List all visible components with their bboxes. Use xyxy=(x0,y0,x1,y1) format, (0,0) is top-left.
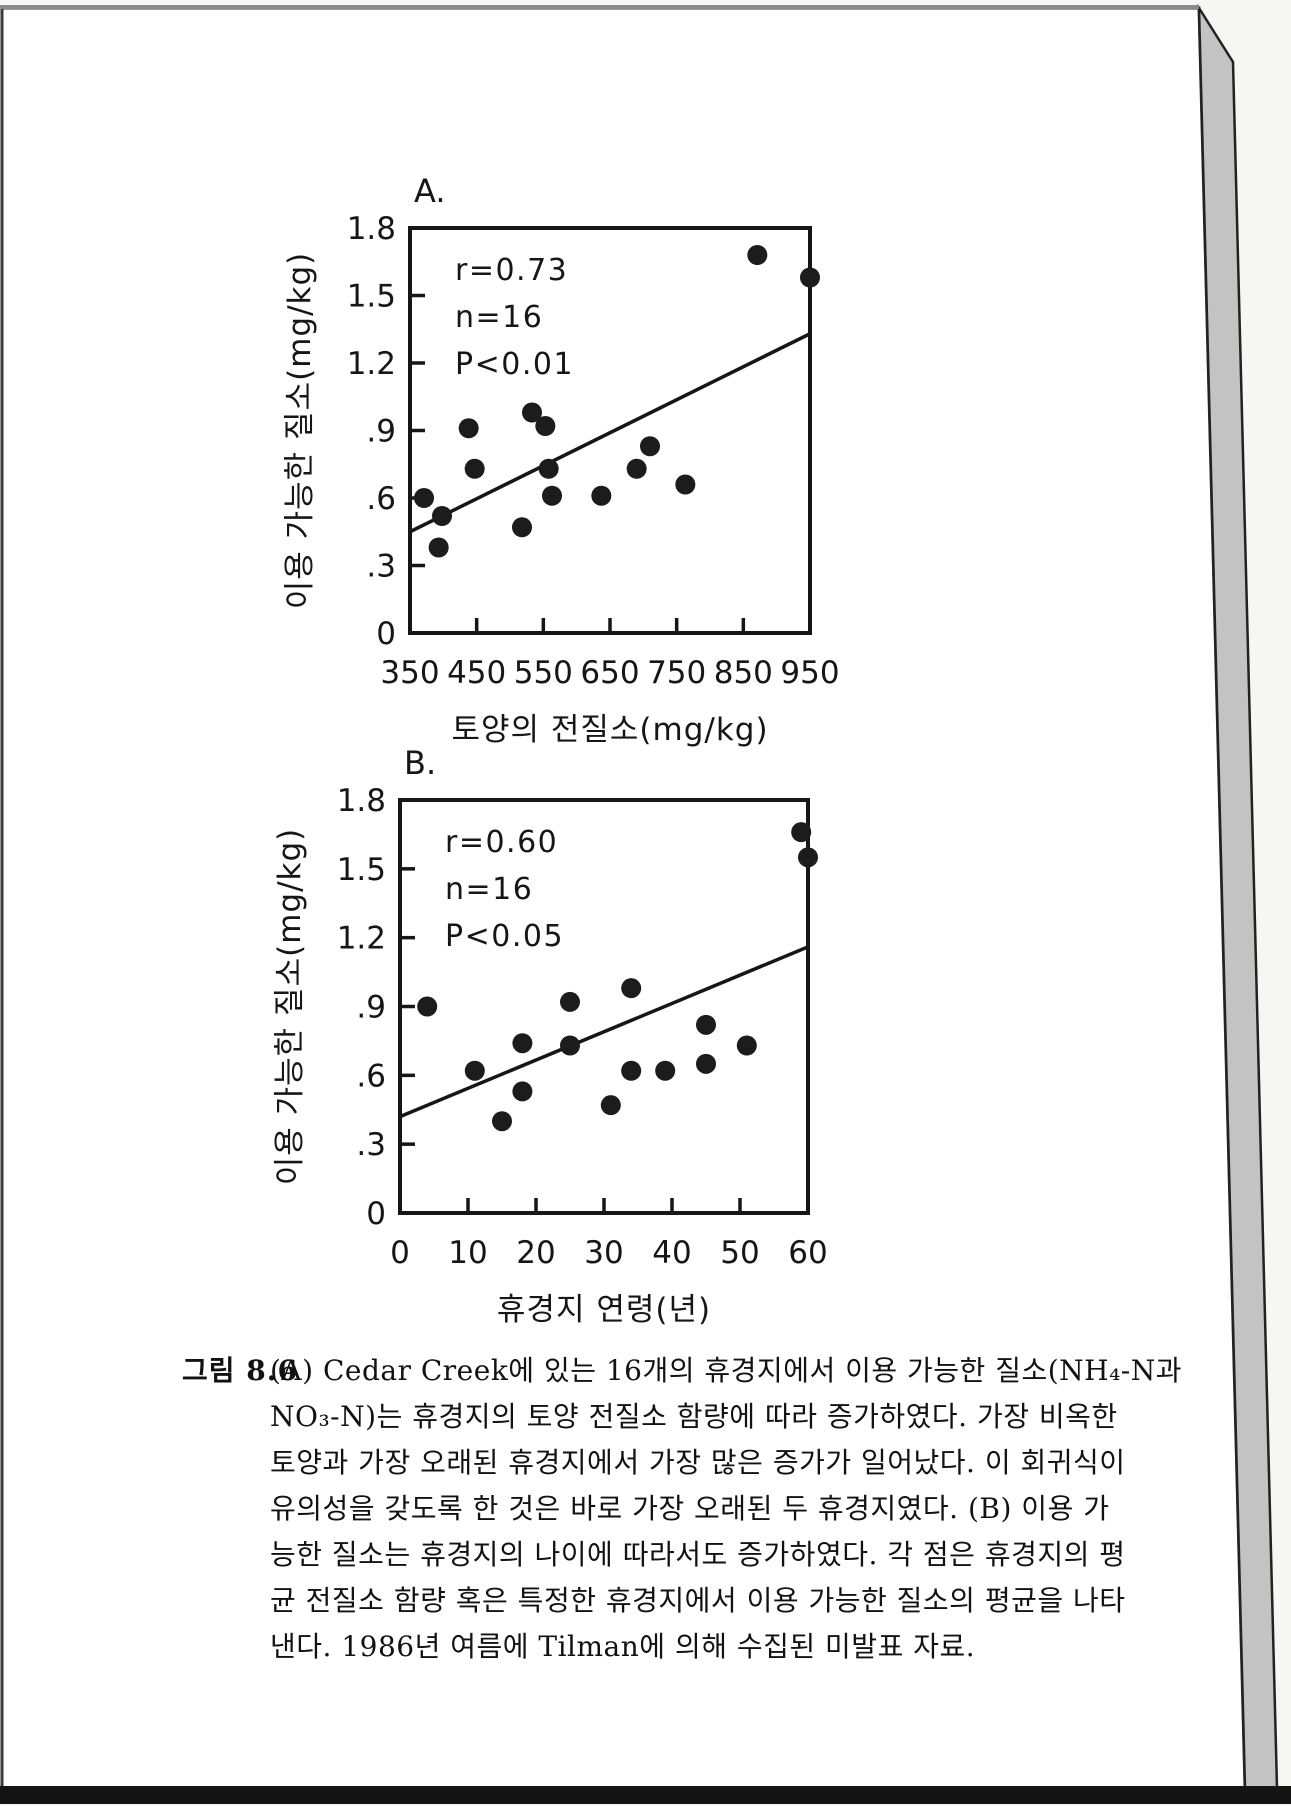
y-tick-label: .6 xyxy=(356,1058,386,1094)
caption-line: 토양과 가장 오래된 휴경지에서 가장 많은 증가가 일어났다. 이 회귀식이 xyxy=(270,1446,1126,1479)
y-tick-label: 1.2 xyxy=(337,921,386,957)
x-tick-label: 750 xyxy=(647,655,706,691)
x-tick-label: 650 xyxy=(580,655,639,691)
y-tick-label: 1.5 xyxy=(347,279,396,315)
data-point xyxy=(591,485,612,506)
data-point xyxy=(512,1081,533,1102)
data-point xyxy=(458,418,479,439)
data-point xyxy=(675,474,696,495)
x-tick-label: 50 xyxy=(720,1235,759,1271)
data-point xyxy=(640,436,660,457)
data-point xyxy=(655,1060,676,1081)
stats-annotation-line: P<0.05 xyxy=(445,919,564,954)
y-tick-label: .9 xyxy=(356,990,386,1026)
y-tick-label: 1.8 xyxy=(337,783,386,819)
y-tick-label: .6 xyxy=(366,481,396,517)
data-point xyxy=(512,517,532,538)
caption-line: 균 전질소 함량 혹은 특정한 휴경지에서 이용 가능한 질소의 평균을 나타 xyxy=(270,1584,1126,1617)
caption-line: NO₃-N)는 휴경지의 토양 전질소 함량에 따라 증가하였다. 가장 비옥한 xyxy=(270,1400,1118,1433)
x-tick-label: 40 xyxy=(652,1235,691,1271)
figure-caption-label: 그림 8.6 xyxy=(182,1354,298,1387)
data-point xyxy=(747,245,768,265)
data-point xyxy=(560,991,580,1012)
panel-label: B. xyxy=(404,744,436,782)
data-point xyxy=(464,1060,485,1081)
caption-line: 유의성을 갖도록 한 것은 바로 가장 오래된 두 휴경지였다. (B) 이용 … xyxy=(270,1492,1110,1525)
data-point xyxy=(626,458,647,479)
data-point xyxy=(800,267,820,288)
stats-annotation-line: r=0.73 xyxy=(455,253,568,288)
x-tick-label: 550 xyxy=(514,655,573,691)
data-point xyxy=(428,537,449,558)
caption-line: 낸다. 1986년 여름에 Tilman에 의해 수집된 미발표 자료. xyxy=(270,1630,976,1663)
figure-caption-text: (A) Cedar Creek에 있는 16개의 휴경지에서 이용 가능한 질소… xyxy=(270,1348,1183,1670)
data-point xyxy=(542,485,562,506)
x-tick-label: 450 xyxy=(447,655,506,691)
data-point xyxy=(417,996,438,1017)
data-point xyxy=(414,488,434,508)
data-point xyxy=(798,847,818,868)
data-point xyxy=(600,1095,621,1116)
y-tick-label: 0 xyxy=(366,1196,386,1232)
y-tick-label: 0 xyxy=(376,616,396,652)
stats-annotation-line: n=16 xyxy=(445,872,533,907)
y-axis-title: 이용 가능한 질소(mg/kg) xyxy=(272,828,308,1186)
x-axis-title: 토양의 전질소(mg/kg) xyxy=(451,712,768,748)
regression-line xyxy=(409,332,811,534)
x-tick-label: 950 xyxy=(780,655,839,691)
caption-line: (A) Cedar Creek에 있는 16개의 휴경지에서 이용 가능한 질소… xyxy=(270,1354,1183,1387)
y-tick-label: 1.5 xyxy=(337,852,386,888)
caption-line: 능한 질소는 휴경지의 나이에 따라서도 증가하였다. 각 점은 휴경지의 평 xyxy=(270,1538,1126,1571)
data-point xyxy=(522,402,542,423)
y-tick-label: 1.8 xyxy=(347,211,396,247)
data-point xyxy=(560,1035,580,1056)
panel-label: A. xyxy=(414,172,446,210)
y-axis-title: 이용 가능한 질소(mg/kg) xyxy=(282,252,318,610)
x-tick-label: 0 xyxy=(390,1235,410,1271)
page-bottom-band xyxy=(0,1786,1291,1804)
x-tick-label: 850 xyxy=(714,655,773,691)
scatter-panel-A: 350 450 550 650 750 850 950 0 .3 .6 .9 1.2 1.5 1.8 A. r… xyxy=(282,172,840,748)
data-point xyxy=(464,458,485,479)
y-tick-label: .3 xyxy=(356,1127,386,1163)
x-axis-title: 휴경지 연령(년) xyxy=(497,1292,711,1328)
x-tick-label: 10 xyxy=(448,1235,487,1271)
data-point xyxy=(535,416,556,436)
data-point xyxy=(736,1035,757,1056)
data-point xyxy=(538,458,559,479)
data-point xyxy=(696,1014,716,1035)
data-point xyxy=(621,978,642,999)
y-tick-label: 1.2 xyxy=(347,346,396,382)
x-tick-label: 20 xyxy=(516,1235,555,1271)
stats-annotation-line: n=16 xyxy=(455,300,543,335)
data-point xyxy=(432,506,452,526)
y-tick-label: .3 xyxy=(366,549,396,585)
y-tick-label: .9 xyxy=(366,414,396,450)
regression-line xyxy=(399,945,809,1119)
scatter-panel-B: 0 10 20 30 40 50 60 0 .3 .6 .9 1.2 1.5 1.8 B. r=0.60 n=1… xyxy=(272,744,828,1328)
stats-annotation-line: P<0.01 xyxy=(455,347,574,382)
x-tick-label: 60 xyxy=(788,1235,827,1271)
data-point xyxy=(512,1033,533,1054)
data-point xyxy=(492,1111,512,1132)
x-tick-label: 350 xyxy=(380,655,439,691)
stats-annotation-line: r=0.60 xyxy=(445,825,558,860)
data-point xyxy=(791,822,812,843)
x-tick-label: 30 xyxy=(584,1235,623,1271)
data-point xyxy=(696,1053,716,1074)
data-point xyxy=(621,1060,642,1081)
